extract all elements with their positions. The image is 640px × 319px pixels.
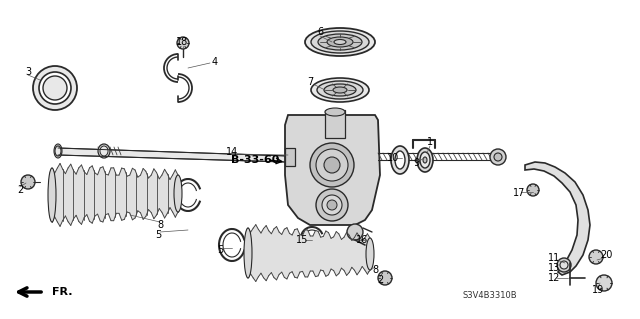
- Ellipse shape: [366, 238, 374, 270]
- Circle shape: [494, 153, 502, 161]
- Ellipse shape: [557, 258, 571, 272]
- Text: 16: 16: [356, 235, 368, 245]
- Ellipse shape: [423, 157, 427, 163]
- Ellipse shape: [395, 151, 405, 169]
- Circle shape: [589, 250, 603, 264]
- Circle shape: [527, 184, 539, 196]
- Text: 2: 2: [377, 275, 383, 285]
- Circle shape: [39, 72, 71, 104]
- Text: 19: 19: [592, 285, 604, 295]
- Ellipse shape: [327, 37, 353, 47]
- Text: 9: 9: [413, 158, 419, 168]
- Ellipse shape: [317, 81, 363, 99]
- Text: 15: 15: [296, 235, 308, 245]
- Text: 18: 18: [176, 37, 188, 47]
- Polygon shape: [52, 163, 178, 226]
- Polygon shape: [248, 225, 370, 281]
- Ellipse shape: [98, 144, 110, 158]
- Text: 8: 8: [157, 220, 163, 230]
- Circle shape: [316, 149, 348, 181]
- Circle shape: [316, 189, 348, 221]
- Polygon shape: [58, 148, 318, 163]
- Polygon shape: [525, 162, 590, 275]
- Ellipse shape: [417, 148, 433, 172]
- Text: 2: 2: [17, 185, 23, 195]
- Circle shape: [347, 224, 363, 240]
- Text: 6: 6: [317, 27, 323, 37]
- Ellipse shape: [420, 152, 430, 168]
- Circle shape: [43, 76, 67, 100]
- Text: 10: 10: [387, 153, 399, 163]
- Circle shape: [177, 37, 189, 49]
- Ellipse shape: [324, 84, 356, 96]
- Text: 5: 5: [217, 245, 223, 255]
- Bar: [285, 148, 295, 166]
- Ellipse shape: [55, 146, 61, 156]
- Ellipse shape: [560, 261, 568, 269]
- Circle shape: [322, 195, 342, 215]
- Ellipse shape: [54, 144, 62, 158]
- Text: 7: 7: [307, 77, 313, 87]
- Bar: [325, 110, 345, 138]
- Text: 14: 14: [226, 147, 238, 157]
- Text: 20: 20: [600, 250, 612, 260]
- Text: 11: 11: [548, 253, 560, 263]
- Ellipse shape: [244, 228, 252, 278]
- Text: 5: 5: [155, 230, 161, 240]
- Text: 4: 4: [212, 57, 218, 67]
- Text: 13: 13: [548, 263, 560, 273]
- Circle shape: [21, 175, 35, 189]
- Circle shape: [596, 275, 612, 291]
- Ellipse shape: [311, 78, 369, 102]
- Circle shape: [327, 200, 337, 210]
- Text: 17: 17: [513, 188, 525, 198]
- Ellipse shape: [391, 146, 409, 174]
- Text: 8: 8: [372, 265, 378, 275]
- Text: FR.: FR.: [52, 287, 72, 297]
- Ellipse shape: [318, 34, 362, 50]
- Ellipse shape: [100, 146, 108, 156]
- Ellipse shape: [334, 40, 346, 44]
- Text: B-33-60: B-33-60: [231, 155, 279, 165]
- Ellipse shape: [48, 168, 56, 222]
- Ellipse shape: [333, 87, 347, 93]
- Text: S3V4B3310B: S3V4B3310B: [463, 291, 517, 300]
- Ellipse shape: [325, 108, 345, 116]
- Text: 12: 12: [548, 273, 560, 283]
- Text: 1: 1: [427, 137, 433, 147]
- Polygon shape: [285, 115, 380, 225]
- Ellipse shape: [174, 175, 182, 212]
- Ellipse shape: [311, 31, 369, 53]
- Ellipse shape: [305, 28, 375, 56]
- Text: 3: 3: [25, 67, 31, 77]
- Circle shape: [310, 143, 354, 187]
- Circle shape: [378, 271, 392, 285]
- Circle shape: [490, 149, 506, 165]
- Circle shape: [324, 157, 340, 173]
- Circle shape: [33, 66, 77, 110]
